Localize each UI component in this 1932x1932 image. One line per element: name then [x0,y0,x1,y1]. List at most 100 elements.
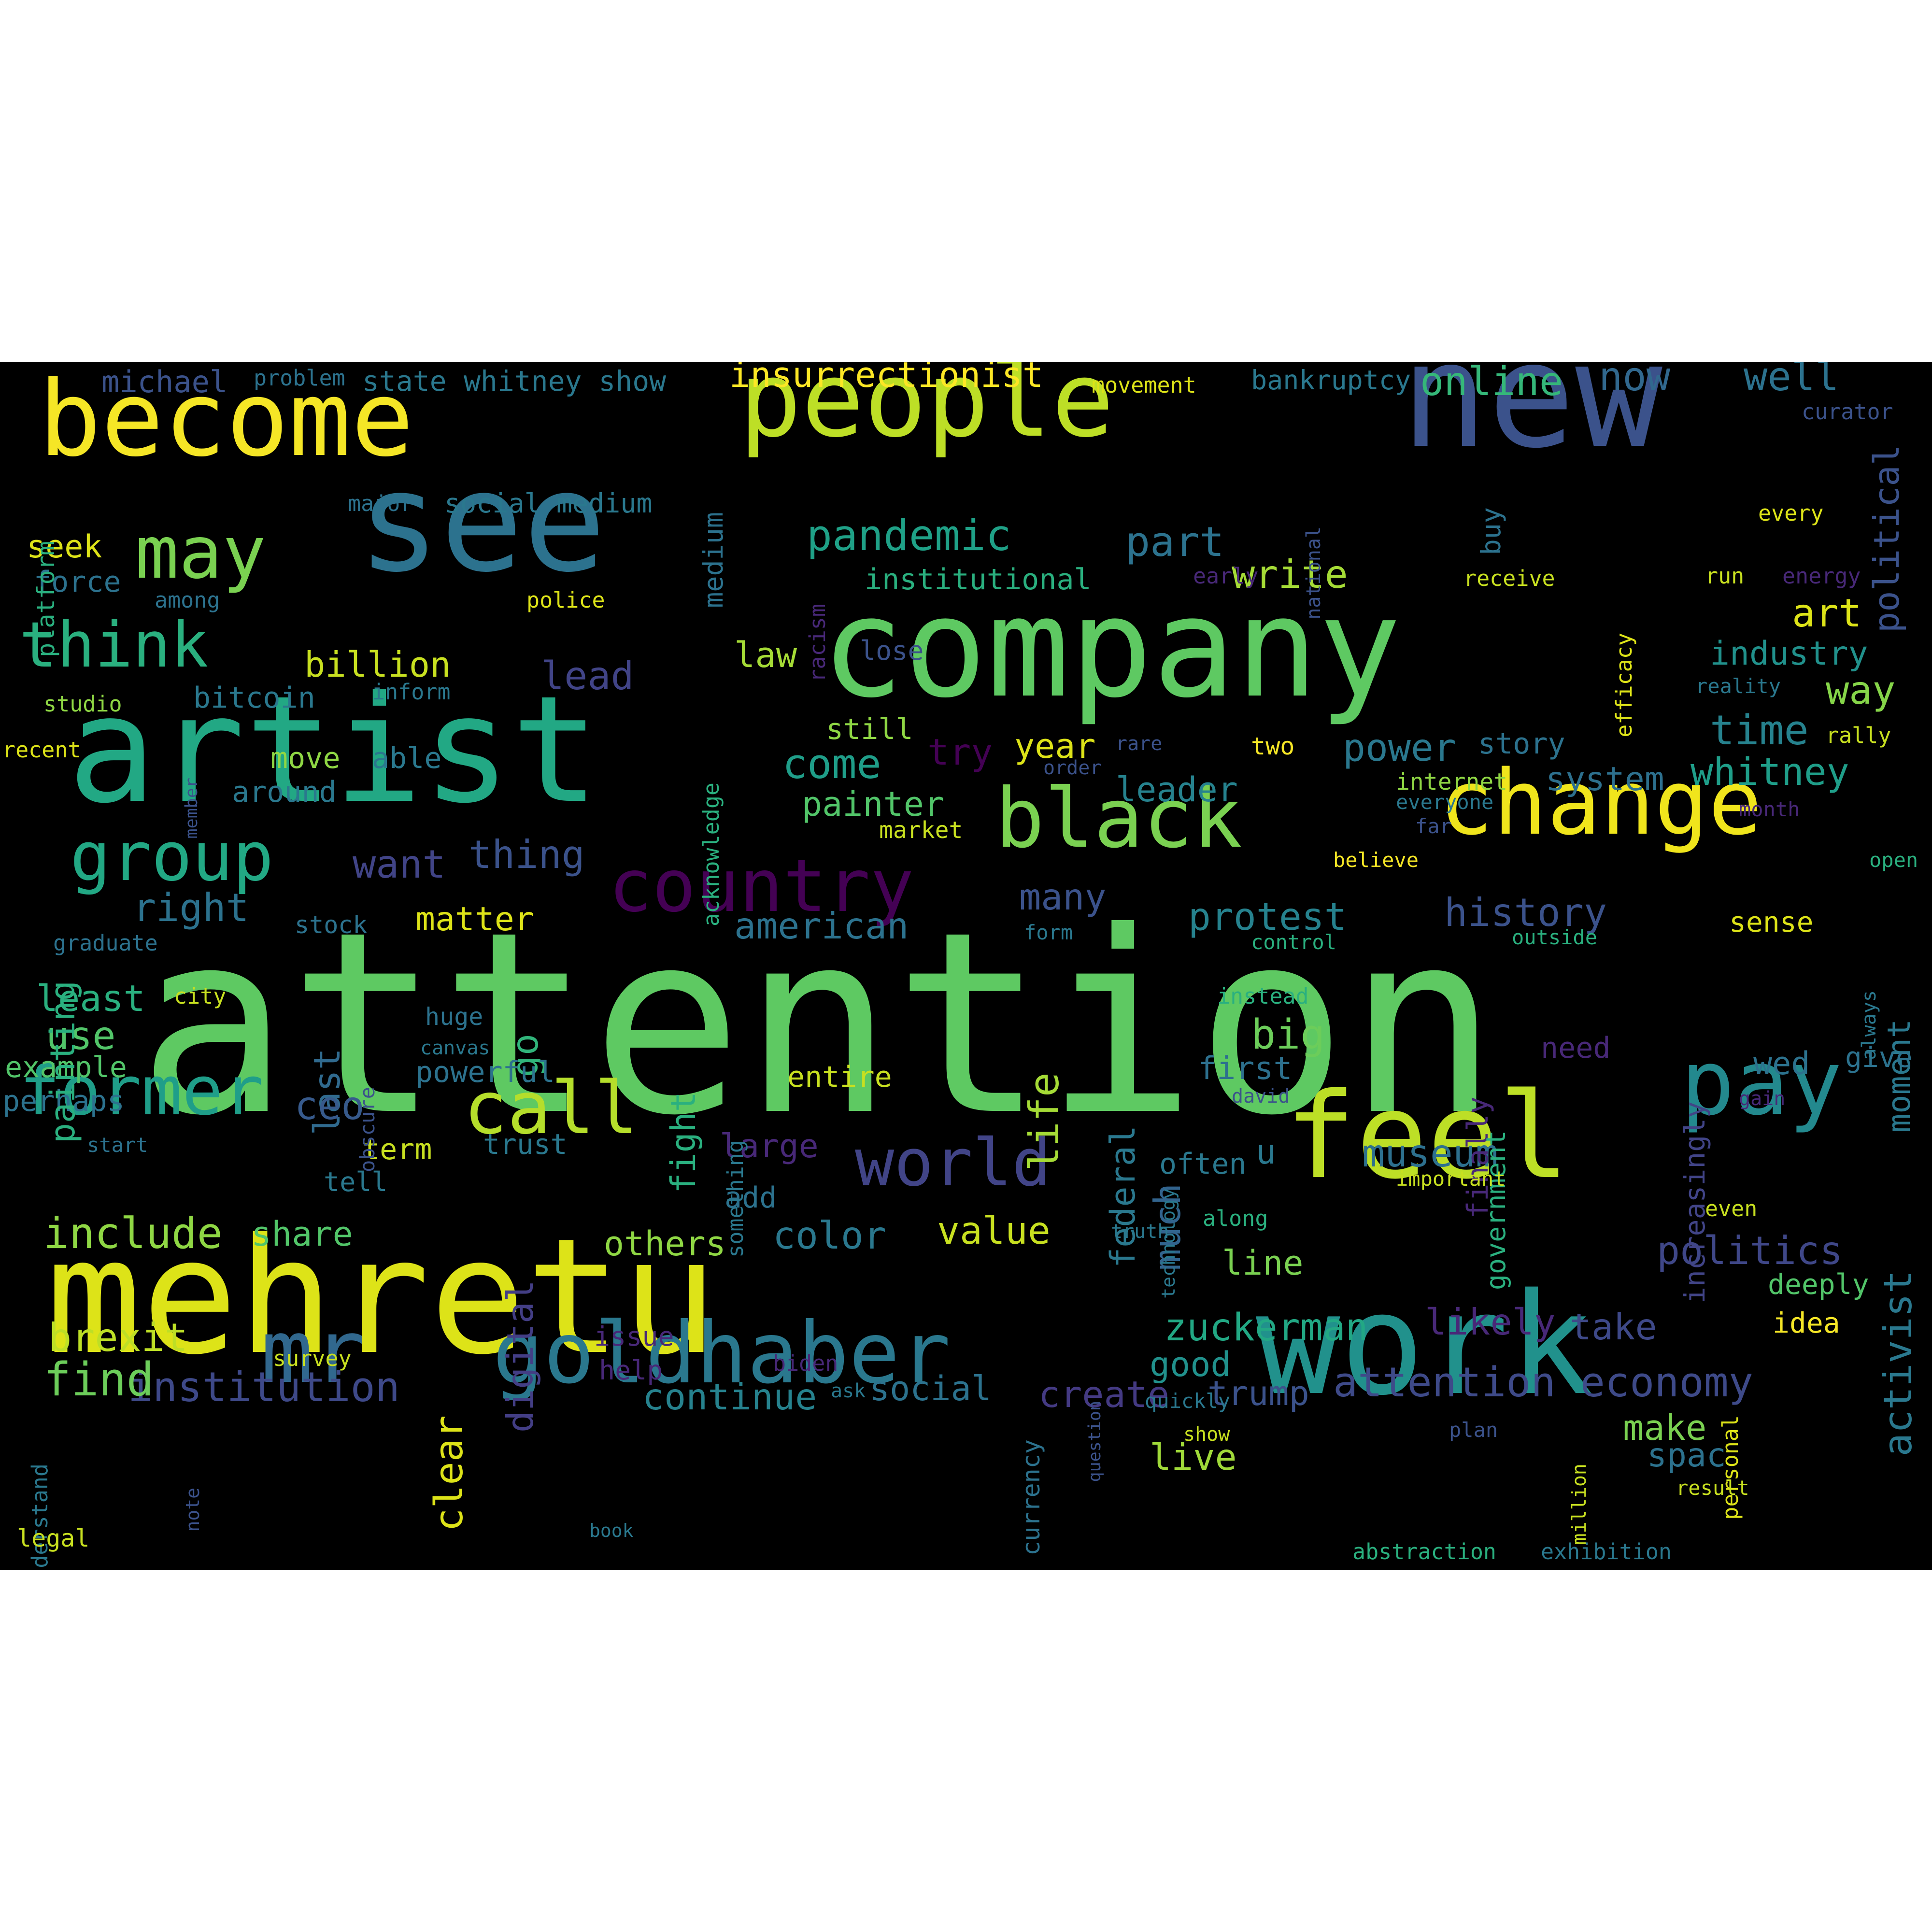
cloud-word-technology: technology [1158,1188,1179,1299]
cloud-word-social-medium: social medium [444,488,653,519]
cloud-word-seek: seek [27,529,102,565]
cloud-word-big: big [1251,1011,1325,1059]
cloud-word-continue: continue [642,1376,817,1418]
cloud-word-system: system [1546,760,1664,798]
cloud-word-attention: attention [138,878,1499,1170]
cloud-word-movement: movement [1092,372,1196,398]
cloud-word-bitcoin: bitcoin [193,681,315,715]
cloud-word-police: police [526,587,605,613]
cloud-word-painting: painting [43,980,83,1144]
cloud-word-two: two [1251,732,1295,760]
cloud-word-acknowledge: acknowledge [698,782,724,927]
cloud-word-idea: idea [1773,1307,1840,1339]
cloud-word-far: far [1415,814,1452,838]
cloud-word-u: u [1256,1132,1277,1172]
cloud-word-buy: buy [1476,507,1506,555]
cloud-word-want: want [353,842,446,887]
cloud-word-biden: biden [773,1350,838,1376]
cloud-word-trust: trust [483,1128,568,1161]
cloud-word-something: something [723,1140,748,1258]
cloud-word-people: people [739,362,1114,460]
cloud-word-protest: protest [1188,895,1347,939]
cloud-word-call: call [464,1066,639,1151]
cloud-word-government: government [1480,1130,1511,1291]
cloud-word-along: along [1203,1206,1268,1231]
cloud-word-tell: tell [324,1166,388,1197]
cloud-word-country: country [609,844,914,928]
cloud-word-plan: plan [1449,1418,1498,1442]
cloud-word-state: state [362,365,447,398]
cloud-word-internet: internet [1396,768,1508,796]
cloud-word-new: new [1401,362,1662,480]
cloud-word-lead: lead [541,653,634,698]
cloud-word-receive: receive [1463,566,1555,591]
cloud-word-control: control [1251,930,1337,954]
cloud-word-truth: truth [1111,1221,1169,1243]
cloud-word-rare: rare [1116,733,1163,755]
cloud-word-power: power [1343,726,1456,770]
cloud-word-entire: entire [787,1060,892,1094]
cloud-word-online: online [1420,362,1563,405]
cloud-word-mr: mr [261,1302,366,1403]
cloud-word-write: write [1232,552,1348,597]
cloud-word-spac: spac [1647,1436,1726,1475]
cloud-word-among: among [155,587,220,613]
cloud-word-museum: museum [1362,1132,1498,1176]
cloud-word-start: start [87,1133,148,1157]
cloud-word-try: try [927,731,993,773]
cloud-word-early: early [1193,563,1259,589]
cloud-word-canvas: canvas [420,1037,490,1059]
cloud-word-politics: politics [1657,1228,1843,1273]
cloud-word-curator: curator [1802,399,1893,425]
cloud-word-feel: feel [1285,1067,1570,1205]
cloud-word-least: least [36,977,145,1020]
cloud-word-wed: wed [1753,1046,1810,1082]
cloud-word-book: book [589,1520,634,1541]
cloud-word-law: law [734,635,797,675]
cloud-word-form: form [1024,921,1073,944]
cloud-word-whitney-show: whitney show [464,365,667,398]
cloud-word-understand: understand [27,1463,53,1570]
cloud-word-believe: believe [1333,848,1419,872]
cloud-word-many: many [1019,876,1107,918]
cloud-word-year: year [1014,726,1096,766]
cloud-word-institutional: institutional [865,563,1092,597]
cloud-word-use: use [46,1013,116,1058]
cloud-word-moment: moment [1881,1019,1918,1133]
cloud-word-line: line [1222,1243,1304,1283]
cloud-word-trump: trump [1208,1374,1309,1413]
cloud-word-well: well [1744,362,1839,400]
cloud-word-add: add [724,1181,777,1215]
cloud-word-obscure: obscure [355,1087,379,1173]
cloud-word-political: political [1866,444,1907,633]
cloud-word-come: come [782,740,881,788]
cloud-word-good: good [1150,1345,1231,1384]
cloud-word-part: part [1125,518,1224,566]
cloud-word-others: others [604,1224,726,1264]
cloud-word-run: run [1705,563,1745,589]
cloud-word-former: former [19,1052,264,1131]
cloud-word-attention-economy: attention economy [1333,1359,1753,1406]
cloud-word-still: still [826,712,913,746]
cloud-word-create: create [1038,1373,1169,1416]
cloud-word-show: show [1183,1423,1230,1446]
cloud-word-outside: outside [1512,925,1598,949]
cloud-word-first: first [1198,1051,1293,1087]
cloud-word-gain: gain [1739,1088,1786,1110]
cloud-word-social: social [869,1369,992,1408]
cloud-word-value: value [937,1209,1051,1253]
cloud-word-able: able [372,741,442,775]
cloud-word-make: make [1623,1407,1707,1448]
cloud-word-example: example [5,1051,127,1084]
cloud-word-whitney: whitney [1690,751,1849,794]
word-cloud: attention mehretu artist company work new peop… [0,362,1932,1570]
cloud-word-personal: personal [1718,1415,1743,1520]
cloud-word-david: david [1232,1085,1290,1108]
cloud-word-problem: problem [254,365,345,391]
cloud-word-lose: lose [860,635,924,666]
cloud-word-pay: pay [1681,1031,1843,1135]
cloud-word-likely: likely [1425,1301,1556,1343]
cloud-word-may: may [135,511,266,595]
cloud-word-change: change [1439,751,1762,855]
cloud-word-legal: legal [17,1524,90,1552]
